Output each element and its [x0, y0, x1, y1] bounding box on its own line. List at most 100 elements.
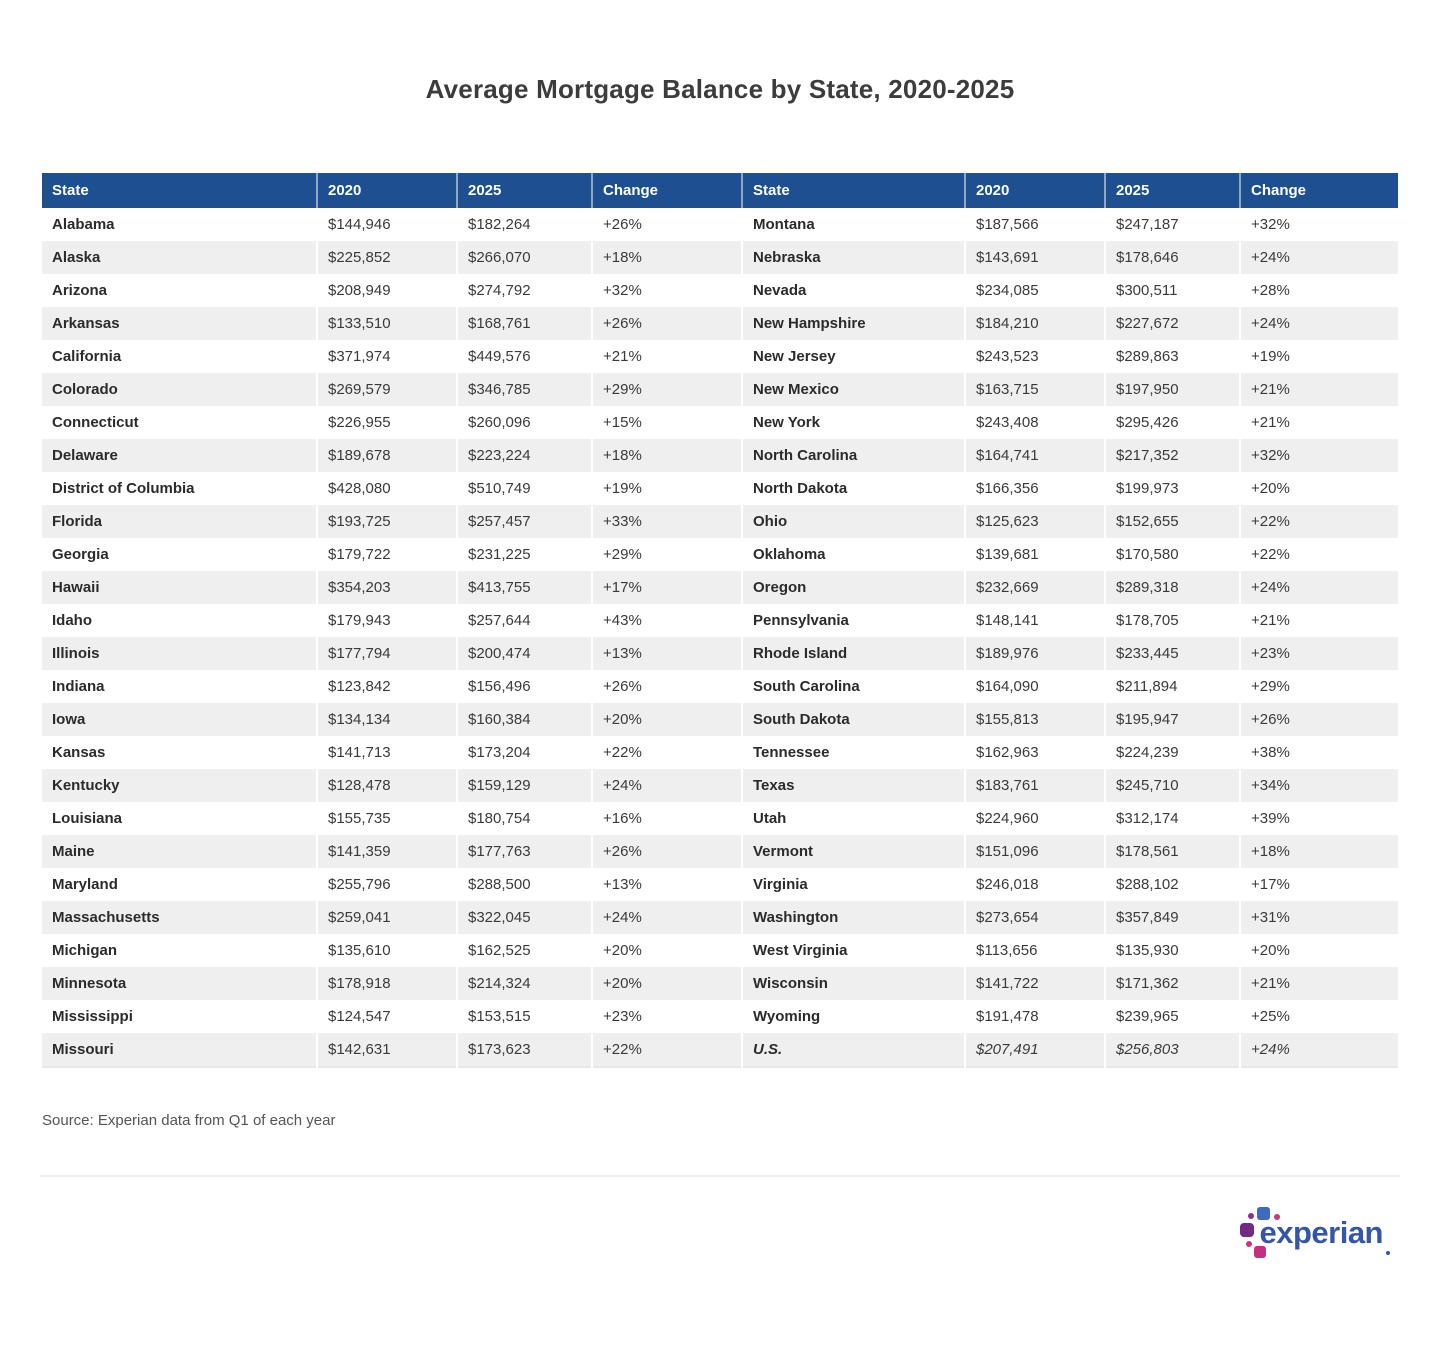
value-2020-cell: $179,722	[316, 538, 457, 571]
table-row: Arkansas $133,510 $168,761 +26% New Hampshir…	[42, 307, 1398, 340]
value-2025-cell: $295,426	[1104, 406, 1240, 439]
change-cell: +18%	[591, 439, 742, 472]
change-cell: +39%	[1239, 802, 1398, 835]
value-2020-cell: $189,976	[964, 637, 1105, 670]
table-row: Michigan $135,610 $162,525 +20% West Virgini…	[42, 934, 1398, 967]
value-2025-cell: $413,755	[456, 571, 592, 604]
state-cell: Kentucky	[42, 769, 317, 802]
state-cell: Tennessee	[741, 736, 965, 769]
value-2025-cell: $180,754	[456, 802, 592, 835]
logo-wordmark: experian	[1259, 1214, 1383, 1250]
value-2020-cell: $189,678	[316, 439, 457, 472]
logo-pink-dot-small-icon	[1246, 1241, 1253, 1247]
value-2025-cell: $247,187	[1104, 208, 1240, 241]
value-2025-cell: $217,352	[1104, 439, 1240, 472]
logo-pink-dot-icon	[1274, 1214, 1281, 1220]
state-cell: Oklahoma	[741, 538, 965, 571]
value-2025-cell: $289,318	[1104, 571, 1240, 604]
change-cell: +21%	[591, 340, 742, 373]
value-2020-cell: $234,085	[964, 274, 1105, 307]
header-change-left: Change	[591, 173, 742, 208]
state-cell: U.S.	[741, 1033, 965, 1067]
value-2020-cell: $128,478	[316, 769, 457, 802]
value-2020-cell: $179,943	[316, 604, 457, 637]
change-cell: +20%	[1239, 472, 1398, 505]
state-cell: Montana	[741, 208, 965, 241]
value-2020-cell: $123,842	[316, 670, 457, 703]
logo-trademark-dot-icon	[1386, 1251, 1390, 1255]
state-cell: Virginia	[741, 868, 965, 901]
logo-purple-square-icon	[1240, 1223, 1255, 1237]
value-2025-cell: $322,045	[456, 901, 592, 934]
change-cell: +29%	[591, 373, 742, 406]
value-2025-cell: $257,644	[456, 604, 592, 637]
value-2025-cell: $177,763	[456, 835, 592, 868]
state-cell: Arizona	[52, 282, 108, 299]
value-2025-cell: $162,525	[456, 934, 592, 967]
state-cell: Alaska	[42, 241, 317, 274]
change-cell: +22%	[591, 736, 742, 769]
state-cell: Vermont	[741, 835, 965, 868]
table-header: State 2020 2025 Change State 2020 2025 C…	[42, 173, 1398, 208]
state-cell: Florida	[42, 505, 317, 538]
value-2025-cell: $178,646	[1104, 241, 1240, 274]
change-cell: +20%	[591, 703, 742, 736]
table-row: Iowa $134,134 $160,384 +20% South Dakota $155…	[42, 703, 1398, 736]
value-2025-cell: $260,096	[456, 406, 592, 439]
table-row: Hawaii $354,203 $413,755 +17% Oregon $232,669…	[42, 571, 1398, 604]
value-2020-cell: $164,741	[964, 439, 1105, 472]
value-2025-cell: $173,623	[456, 1033, 592, 1067]
change-cell: +22%	[1239, 505, 1398, 538]
state-cell: Nevada	[741, 274, 965, 307]
table-row: Maryland $255,796 $288,500 +13% Virginia $246…	[42, 868, 1398, 901]
state-cell: Georgia	[52, 546, 109, 563]
value-2025-cell: $274,792	[456, 274, 592, 307]
change-cell: +20%	[591, 934, 742, 967]
change-cell: +19%	[1239, 340, 1398, 373]
state-cell: Massachusetts	[42, 901, 317, 934]
value-2025-cell: $357,849	[1104, 901, 1240, 934]
change-cell: +21%	[1239, 406, 1398, 439]
value-2020-cell: $166,356	[964, 472, 1105, 505]
state-cell: Maryland	[52, 876, 118, 893]
value-2020-cell: $139,681	[964, 538, 1105, 571]
change-cell: +24%	[591, 769, 742, 802]
change-cell: +16%	[591, 802, 742, 835]
value-2020-cell: $371,974	[316, 340, 457, 373]
state-cell: Maine	[42, 835, 317, 868]
value-2020-cell: $113,656	[964, 934, 1105, 967]
logo-purple-dot-icon	[1248, 1213, 1255, 1219]
state-cell: Alabama	[52, 216, 115, 233]
page-title: Average Mortgage Balance by State, 2020-…	[425, 74, 1015, 104]
experian-logo: experian	[1239, 1203, 1390, 1261]
value-2025-cell: $160,384	[456, 703, 592, 736]
value-2025-cell: $153,515	[456, 1000, 592, 1033]
value-2025-cell: $178,561	[1104, 835, 1240, 868]
value-2020-cell: $144,946	[316, 208, 457, 241]
value-2020-cell: $183,761	[964, 769, 1105, 802]
value-2025-cell: $288,500	[456, 868, 592, 901]
value-2025-cell: $211,894	[1104, 670, 1240, 703]
change-cell: +29%	[1239, 670, 1398, 703]
change-cell: +31%	[1239, 901, 1398, 934]
value-2025-cell: $182,264	[456, 208, 592, 241]
value-2020-cell: $143,691	[964, 241, 1105, 274]
change-cell: +32%	[591, 274, 742, 307]
value-2020-cell: $134,134	[316, 703, 457, 736]
change-cell: +21%	[1239, 373, 1398, 406]
state-cell: District of Columbia	[52, 480, 195, 497]
value-2025-cell: $214,324	[456, 967, 592, 1000]
state-cell: Louisiana	[52, 810, 123, 827]
state-cell: South Dakota	[741, 703, 965, 736]
value-2025-cell: $245,710	[1104, 769, 1240, 802]
value-2025-cell: $449,576	[456, 340, 592, 373]
change-cell: +26%	[591, 670, 742, 703]
value-2020-cell: $259,041	[316, 901, 457, 934]
value-2025-cell: $233,445	[1104, 637, 1240, 670]
change-cell: +18%	[1239, 835, 1398, 868]
state-cell: Rhode Island	[741, 637, 965, 670]
header-2025-right: 2025	[1104, 173, 1240, 208]
table-row: Maine $141,359 $177,763 +26% Vermont $151,096…	[42, 835, 1398, 868]
value-2025-cell: $223,224	[456, 439, 592, 472]
change-cell: +23%	[591, 1000, 742, 1033]
